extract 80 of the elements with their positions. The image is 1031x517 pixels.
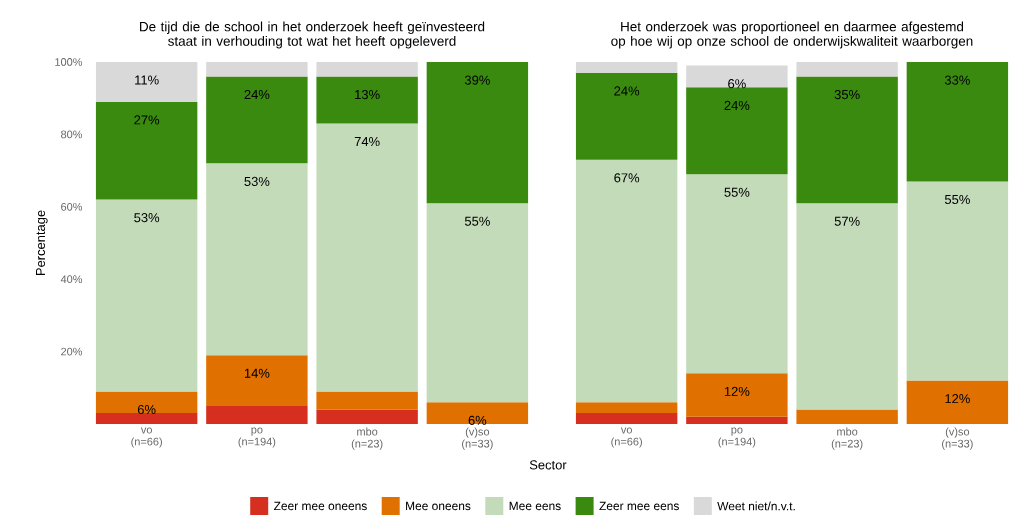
bar: [686, 87, 788, 175]
data-label: 12%: [724, 386, 750, 396]
bar: [316, 76, 418, 124]
bar: [316, 409, 418, 424]
data-label: 11%: [135, 75, 159, 85]
x-axis-title: Sector: [529, 460, 567, 470]
bar: [95, 413, 198, 424]
x-tick-label: po (n=194): [238, 427, 276, 448]
data-label: 33%: [944, 75, 970, 85]
data-label: 12%: [945, 394, 970, 404]
bar: [906, 181, 1009, 381]
bar: [206, 61, 308, 77]
data-label: 55%: [464, 216, 490, 226]
bar: [95, 199, 198, 392]
data-label: 27%: [134, 115, 160, 125]
bar: [796, 203, 898, 410]
chart-title: Het onderzoek was proportioneel en daarmee afgestemd op hoe wij op onze school de onderwijskwaliteit waarborgen: [611, 21, 973, 49]
data-label: 13%: [355, 89, 380, 100]
bar: [575, 159, 678, 403]
bar: [206, 76, 308, 164]
data-label: 57%: [834, 216, 860, 226]
data-label: 6%: [137, 404, 156, 415]
bar: [686, 416, 788, 424]
data-label: 24%: [724, 100, 750, 110]
x-tick-label: mbo (n=23): [831, 427, 863, 450]
x-tick-label: vo (n=66): [611, 427, 642, 448]
bar: [575, 61, 678, 73]
data-label: 24%: [614, 86, 640, 96]
data-label: 67%: [614, 173, 640, 183]
data-label: 53%: [244, 176, 270, 187]
data-label: 24%: [244, 89, 270, 100]
data-label: 14%: [244, 368, 270, 378]
bar: [206, 355, 308, 406]
legend-label: Mee oneens: [406, 501, 471, 511]
bar: [426, 402, 529, 424]
x-tick-label: mbo (n=23): [351, 427, 383, 450]
data-label: 55%: [944, 194, 970, 205]
bar: [316, 123, 418, 392]
bar: [796, 409, 898, 424]
bar: [575, 402, 678, 414]
bar: [206, 405, 308, 424]
legend-label: Mee eens: [509, 501, 561, 511]
bar: [95, 101, 198, 200]
x-tick-label: (v)so (n=33): [942, 427, 973, 450]
x-tick-label: po (n=194): [718, 427, 756, 448]
bar: [426, 203, 529, 403]
bar: [796, 61, 898, 77]
data-label: 6%: [468, 415, 487, 425]
bar: [95, 61, 198, 102]
y-tick-label: 100%: [55, 58, 83, 66]
data-label: 39%: [464, 75, 490, 85]
bar: [95, 391, 198, 414]
data-label: 35%: [834, 89, 860, 100]
y-tick-label: 80%: [61, 130, 83, 139]
bar: [426, 61, 529, 204]
legend-label: Zeer mee oneens: [273, 501, 367, 511]
bar: [575, 72, 678, 160]
bar: [686, 174, 788, 374]
bar: [686, 373, 788, 417]
legend-label: Zeer mee eens: [599, 501, 679, 511]
x-tick-label: (v)so (n=33): [462, 427, 493, 450]
y-tick-label: 20%: [61, 347, 83, 356]
data-label: 6%: [728, 79, 746, 89]
y-tick-label: 40%: [60, 275, 83, 284]
data-label: 74%: [354, 137, 380, 147]
legend-label: Weet niet/n.v.t.: [717, 501, 795, 511]
x-tick-label: vo (n=66): [131, 427, 162, 448]
bar: [906, 380, 1009, 424]
y-axis-title: Percentage: [36, 210, 48, 276]
bar: [906, 61, 1009, 182]
data-label: 55%: [724, 187, 750, 197]
chart-title: De tijd die de school in het onderzoek heeft geïnvesteerd staat in verhouding tot wat het heeft opgeleverd: [140, 21, 485, 49]
data-label: 53%: [134, 213, 160, 223]
bar: [796, 76, 898, 204]
y-tick-label: 60%: [61, 202, 83, 211]
bar: [206, 163, 308, 356]
bar: [316, 61, 418, 77]
bar: [575, 413, 678, 424]
bar: [316, 391, 418, 410]
bar: [686, 65, 788, 88]
